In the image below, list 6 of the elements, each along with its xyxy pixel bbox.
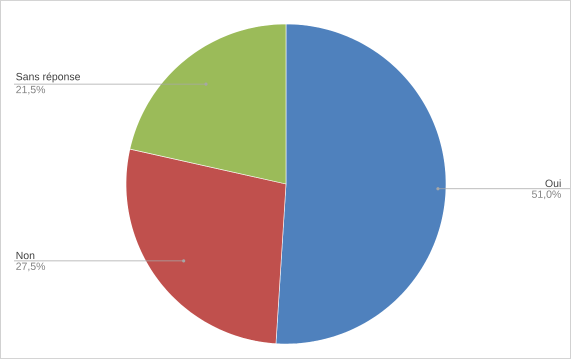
data-label: 27,5% bbox=[16, 262, 46, 272]
data-label: 51,0% bbox=[532, 190, 561, 200]
data-label: 21,5% bbox=[16, 86, 46, 94]
slice-label: Non bbox=[16, 252, 34, 260]
slice-label: Oui bbox=[545, 179, 561, 188]
slice-label: Sans réponse bbox=[16, 72, 80, 82]
